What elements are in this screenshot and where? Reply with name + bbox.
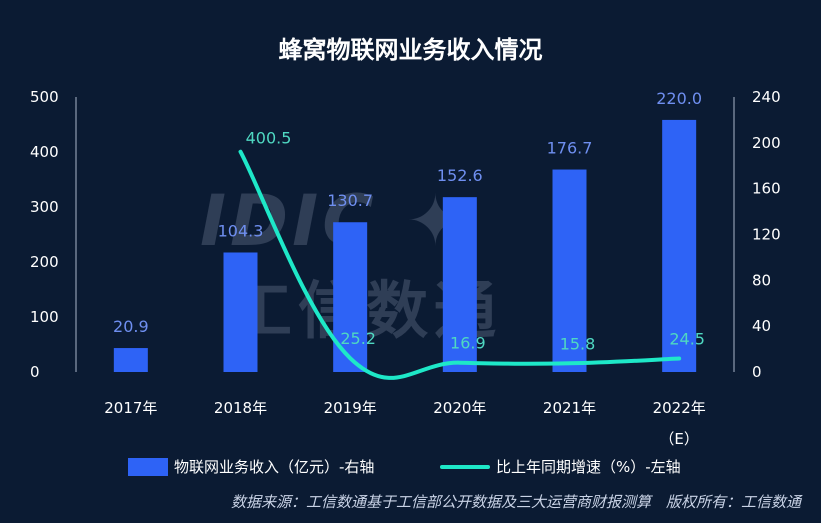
right-tick-label: 120 xyxy=(752,226,781,244)
growth-line xyxy=(238,149,682,380)
right-tick-label: 200 xyxy=(752,134,781,152)
left-tick-label: 400 xyxy=(30,143,59,161)
x-axis: 2017年 2018年 2019年 2020年 2021年 2022年 （E） xyxy=(104,399,706,448)
bar xyxy=(662,119,697,373)
line-data-label: 24.5 xyxy=(669,330,705,349)
right-tick-label: 0 xyxy=(752,363,762,381)
category-label: 2019年 xyxy=(324,399,377,417)
bar-labels: 20.9 104.3 130.7 152.6 176.7 220.0 xyxy=(113,89,702,336)
left-tick-label: 200 xyxy=(30,253,59,271)
right-tick-label: 80 xyxy=(752,271,771,289)
left-tick-label: 300 xyxy=(30,198,59,216)
category-label: 2020年 xyxy=(433,399,486,417)
bar-data-label: 220.0 xyxy=(656,89,702,108)
category-label: 2018年 xyxy=(214,399,267,417)
line-data-label: 15.8 xyxy=(560,334,596,353)
bar xyxy=(113,348,148,372)
bar-series xyxy=(113,119,697,373)
bar-data-label: 130.7 xyxy=(327,191,373,210)
bar xyxy=(552,169,587,372)
category-label: 2017年 xyxy=(104,399,157,417)
right-tick-label: 160 xyxy=(752,180,781,198)
category-label: 2022年 xyxy=(653,399,706,417)
bar-data-label: 104.3 xyxy=(218,221,264,240)
legend-label-revenue: 物联网业务收入（亿元）-右轴 xyxy=(174,458,375,476)
source-note: 数据来源：工信数通基于工信部公开数据及三大运营商财报测算 版权所有：工信数通 xyxy=(230,493,801,511)
right-axis: 240 200 160 120 80 40 0 xyxy=(752,88,781,381)
line-labels: 400.5 25.2 16.9 15.8 24.5 xyxy=(246,129,705,354)
right-tick-label: 40 xyxy=(752,317,771,335)
left-axis: 500 400 300 200 100 0 xyxy=(30,88,59,381)
right-tick-label: 240 xyxy=(752,88,781,106)
legend-item-revenue: 物联网业务收入（亿元）-右轴 xyxy=(128,456,374,477)
bar-data-label: 152.6 xyxy=(437,166,483,185)
legend-item-growth: 比上年同期增速（%）-左轴 xyxy=(440,456,681,477)
line-data-label: 25.2 xyxy=(340,329,376,348)
bar xyxy=(223,252,258,372)
legend-swatch-bar xyxy=(128,457,168,476)
line-data-label: 16.9 xyxy=(450,334,486,353)
category-label: 2021年 xyxy=(543,399,596,417)
bar xyxy=(442,197,477,372)
left-tick-label: 100 xyxy=(30,308,59,326)
category-note: （E） xyxy=(659,430,698,448)
chart-title: 蜂窝物联网业务收入情况 xyxy=(278,36,543,64)
legend-swatch-line xyxy=(440,464,490,469)
bar xyxy=(333,222,368,372)
left-tick-label: 500 xyxy=(30,88,59,106)
line-data-label: 400.5 xyxy=(246,129,292,148)
bar-data-label: 20.9 xyxy=(113,317,149,336)
left-tick-label: 0 xyxy=(30,363,40,381)
bar-data-label: 176.7 xyxy=(547,139,593,158)
legend-label-growth: 比上年同期增速（%）-左轴 xyxy=(496,458,681,476)
